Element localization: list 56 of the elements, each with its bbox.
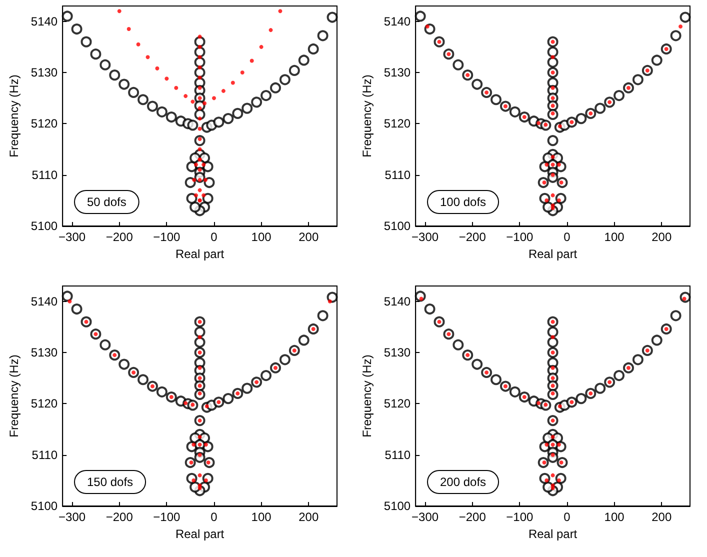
x-tick-label: 200	[652, 510, 672, 524]
annotation: 100 dofs	[440, 195, 486, 209]
x-tick-label: −200	[106, 230, 134, 244]
x-tick-label: 100	[604, 230, 625, 244]
x-tick-label: 200	[298, 510, 319, 524]
y-tick-label: 5130	[384, 346, 411, 360]
x-tick-label: 0	[564, 510, 571, 524]
x-axis-title: Real part	[175, 526, 225, 541]
x-tick-label: 200	[298, 230, 319, 244]
x-tick-label: 0	[210, 510, 218, 524]
x-tick-label: −100	[506, 510, 534, 524]
x-tick-label: 100	[604, 510, 625, 524]
y-tick-label: 5100	[30, 499, 58, 513]
x-tick-label: 100	[251, 230, 272, 244]
y-axis-title: Frequency (Hz)	[7, 354, 21, 438]
x-tick-label: −100	[506, 230, 534, 244]
y-tick-label: 5130	[30, 346, 58, 360]
x-tick-label: −100	[153, 230, 181, 244]
x-tick-label: −100	[153, 510, 181, 524]
x-tick-label: −300	[58, 510, 86, 524]
x-tick-label: 0	[210, 230, 218, 244]
annotation: 200 dofs	[440, 475, 486, 489]
y-tick-label: 5100	[30, 219, 58, 233]
x-tick-label: 200	[652, 230, 672, 244]
y-axis-title: Frequency (Hz)	[360, 74, 374, 158]
x-tick-label: −200	[458, 230, 486, 244]
y-tick-label: 5110	[384, 168, 411, 182]
y-tick-label: 5130	[30, 66, 58, 80]
y-tick-label: 5120	[30, 396, 58, 411]
y-tick-label: 5130	[384, 66, 411, 80]
y-tick-label: 5100	[384, 219, 411, 233]
x-tick-label: −300	[412, 510, 439, 524]
y-tick-label: 5140	[30, 14, 58, 28]
y-tick-label: 5120	[30, 116, 58, 131]
x-tick-label: −200	[106, 510, 134, 524]
x-tick-label: 0	[564, 230, 571, 244]
x-tick-label: −300	[58, 230, 86, 244]
x-tick-label: 100	[251, 510, 272, 524]
y-tick-label: 5110	[32, 448, 58, 462]
x-axis-title: Real part	[175, 246, 225, 261]
y-tick-label: 5120	[384, 116, 411, 131]
x-axis-title: Real part	[528, 526, 578, 541]
y-tick-label: 5110	[384, 448, 411, 462]
x-axis-title: Real part	[528, 246, 578, 261]
annotation: 150 dofs	[87, 475, 134, 489]
y-tick-label: 5140	[384, 14, 411, 28]
x-tick-label: −200	[458, 510, 486, 524]
y-tick-label: 5100	[384, 499, 411, 513]
y-tick-label: 5140	[384, 294, 411, 308]
annotation: 50 dofs	[87, 195, 126, 209]
y-axis-title: Frequency (Hz)	[360, 354, 374, 438]
y-axis-title: Frequency (Hz)	[7, 74, 21, 158]
x-tick-label: −300	[412, 230, 439, 244]
y-tick-label: 5120	[384, 396, 411, 411]
y-tick-label: 5140	[30, 294, 58, 308]
y-tick-label: 5110	[32, 168, 58, 182]
